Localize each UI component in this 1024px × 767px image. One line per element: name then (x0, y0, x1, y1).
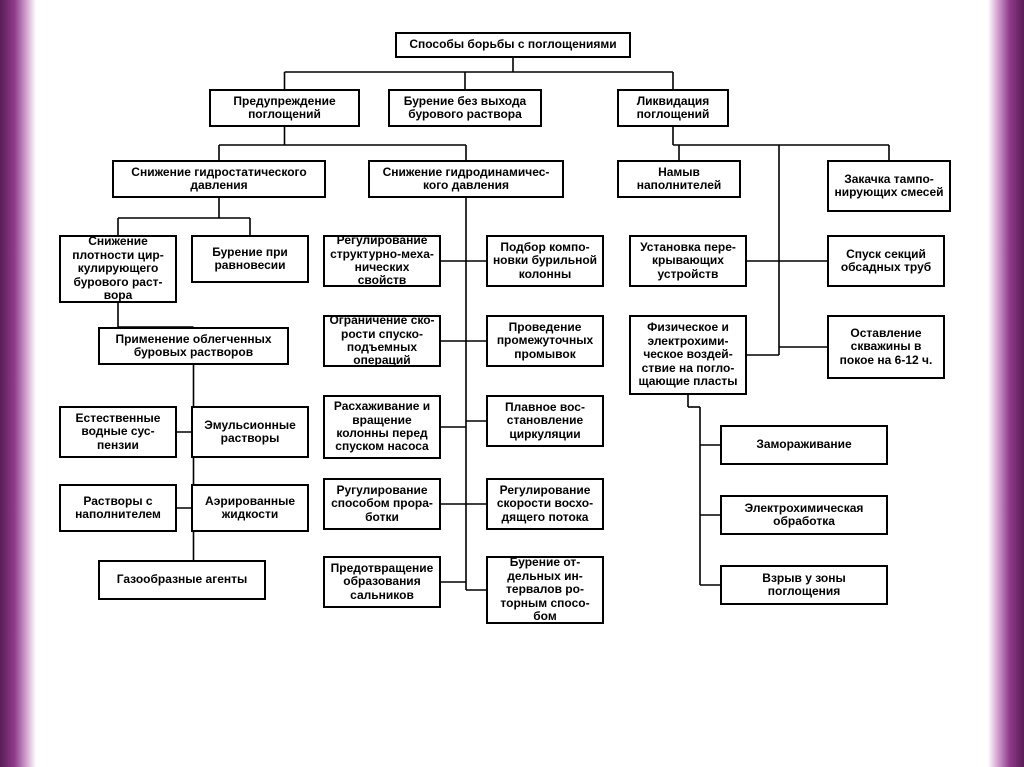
node-liq1r: Спуск секций обсадных труб (827, 235, 945, 287)
node-balance: Бурение при равновесии (191, 235, 309, 283)
node-dyn3: Расхаживание и вращение колонны перед сп… (323, 395, 441, 459)
node-liq2: Физическое и электрохими­ческое воздей­с… (629, 315, 747, 395)
node-dyn2: Ограничение ско­рости спуско-подъ­емных … (323, 315, 441, 367)
node-dyn3r: Плавное вос­становление циркуляции (486, 395, 604, 447)
node-dyn5r: Бурение от­дельных ин­тервалов ро­торным… (486, 556, 604, 624)
node-phys2: Электрохимическая обработка (720, 495, 888, 535)
node-dyn1r: Подбор компо­новки буриль­ной колонны (486, 235, 604, 287)
node-phys1: Замораживание (720, 425, 888, 465)
node-lt3: Растворы с наполнителем (59, 484, 177, 532)
node-lt5: Газообразные агенты (98, 560, 266, 600)
right-gradient-bar (988, 0, 1024, 767)
node-lt4: Аэрированные жидкости (191, 484, 309, 532)
node-root: Способы борьбы с поглощениями (395, 32, 631, 58)
node-light: Применение облегчен­ных буровых растворо… (98, 327, 289, 365)
node-dyn4r: Регулирование скорости восхо­дящего пото… (486, 478, 604, 530)
node-dyn5: Предотвращение образования сальников (323, 556, 441, 608)
node-dynamic: Снижение гидродинамичес­кого давления (368, 160, 564, 198)
left-gradient-bar (0, 0, 36, 767)
node-fill: Намыв наполнителей (617, 160, 741, 198)
node-prev: Предупреждение поглощений (209, 89, 360, 127)
node-liq: Ликвидация поглощений (617, 89, 729, 127)
slide: Способы борьбы с поглощениями Предупрежде… (0, 0, 1024, 767)
node-tampon: Закачка тампо­нирующих сме­сей (827, 160, 951, 212)
node-liq1: Установка пере­крывающих устройств (629, 235, 747, 287)
node-lt2: Эмульсионные растворы (191, 406, 309, 458)
node-dyn2r: Проведение промежуточ­ных промывок (486, 315, 604, 367)
node-drill_noexit: Бурение без выхода бурового раствора (388, 89, 542, 127)
node-phys3: Взрыв у зоны поглощения (720, 565, 888, 605)
node-dens: Снижение плотности цир­кулирующего буров… (59, 235, 177, 303)
node-liq2r: Оставление скважины в покое на 6-12 ч. (827, 315, 945, 379)
node-dyn4: Ругулирование способом прора­ботки (323, 478, 441, 530)
node-dyn1: Регулирование структурно-меха­нических с… (323, 235, 441, 287)
node-static: Снижение гидростатического давления (112, 160, 326, 198)
node-lt1: Естественные водные сус­пензии (59, 406, 177, 458)
